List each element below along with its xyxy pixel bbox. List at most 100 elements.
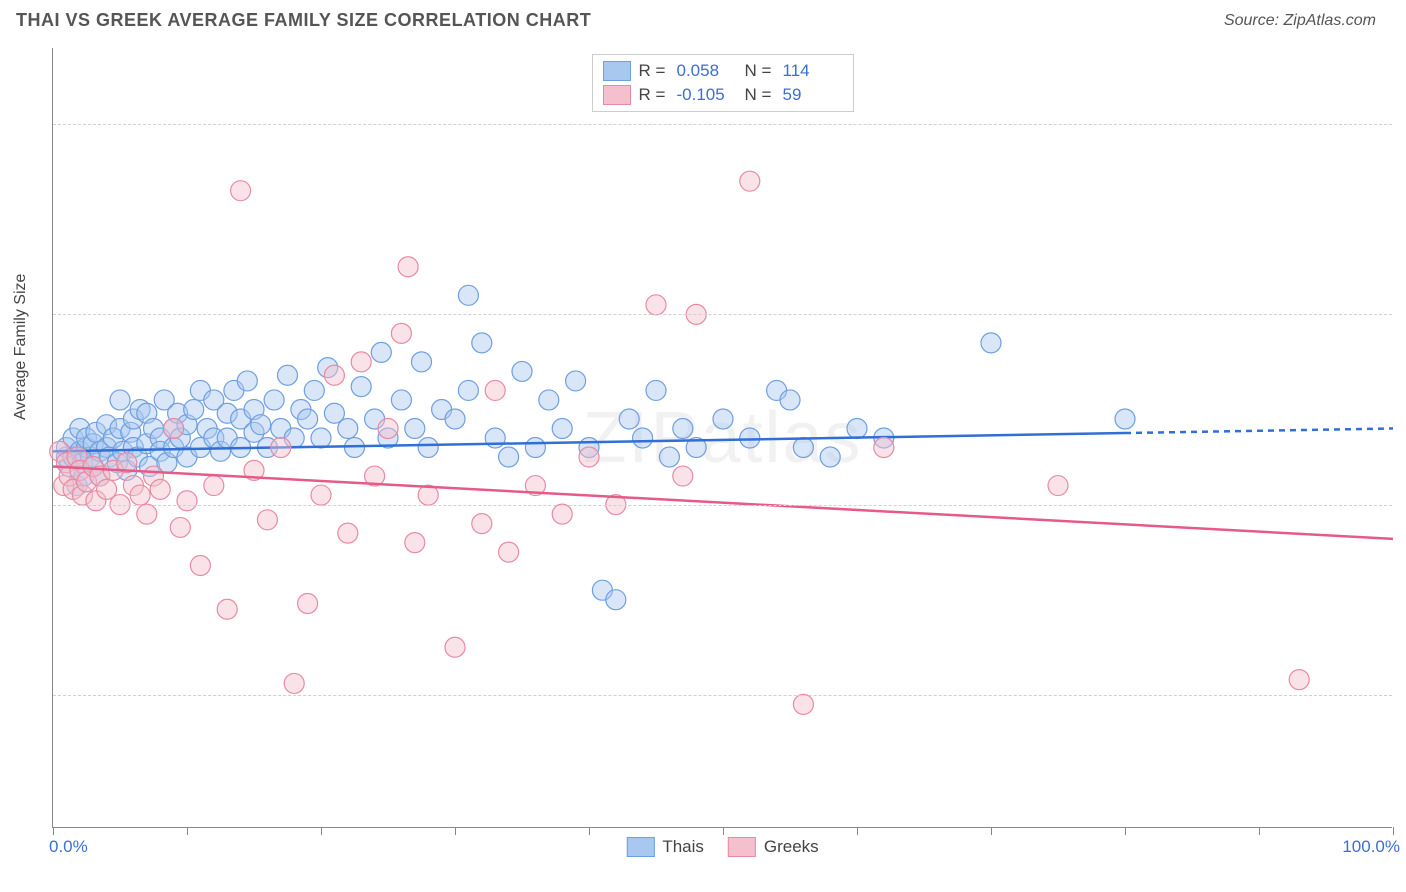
trend-line-dashed — [1125, 428, 1393, 433]
x-tick — [187, 827, 188, 835]
data-point — [304, 380, 324, 400]
data-point — [110, 390, 130, 410]
data-point — [499, 447, 519, 467]
data-point — [338, 418, 358, 438]
r-value: -0.105 — [677, 85, 737, 105]
chart-title: THAI VS GREEK AVERAGE FAMILY SIZE CORREL… — [16, 10, 591, 31]
data-point — [566, 371, 586, 391]
legend-swatch — [603, 85, 631, 105]
data-point — [981, 333, 1001, 353]
chart-plot-area: ZIPatlas R =0.058N =114R =-0.105N =59 Th… — [52, 48, 1392, 828]
data-point — [164, 418, 184, 438]
n-label: N = — [745, 85, 775, 105]
data-point — [1289, 670, 1309, 690]
data-point — [525, 438, 545, 458]
data-point — [298, 594, 318, 614]
x-tick — [455, 827, 456, 835]
data-point — [405, 418, 425, 438]
data-point — [391, 390, 411, 410]
data-point — [1048, 476, 1068, 496]
data-point — [499, 542, 519, 562]
gridline — [53, 314, 1392, 315]
n-label: N = — [745, 61, 775, 81]
x-tick — [991, 827, 992, 835]
data-point — [257, 510, 277, 530]
legend-item: Thais — [626, 837, 704, 857]
data-point — [539, 390, 559, 410]
legend-stats-row: R =-0.105N =59 — [603, 83, 843, 107]
legend-label: Greeks — [764, 837, 819, 857]
legend-stats-box: R =0.058N =114R =-0.105N =59 — [592, 54, 854, 112]
data-point — [298, 409, 318, 429]
data-point — [391, 323, 411, 343]
x-axis-min-label: 0.0% — [49, 837, 88, 857]
data-point — [217, 599, 237, 619]
data-point — [378, 418, 398, 438]
data-point — [646, 380, 666, 400]
x-tick — [589, 827, 590, 835]
data-point — [820, 447, 840, 467]
data-point — [1115, 409, 1135, 429]
data-point — [793, 438, 813, 458]
data-point — [633, 428, 653, 448]
data-point — [237, 371, 257, 391]
chart-source: Source: ZipAtlas.com — [1224, 12, 1376, 30]
data-point — [177, 491, 197, 511]
data-point — [552, 504, 572, 524]
data-point — [351, 377, 371, 397]
data-point — [278, 365, 298, 385]
data-point — [184, 399, 204, 419]
legend-swatch — [728, 837, 756, 857]
data-point — [371, 342, 391, 362]
data-point — [472, 514, 492, 534]
data-point — [579, 447, 599, 467]
data-point — [847, 418, 867, 438]
data-point — [485, 380, 505, 400]
data-point — [311, 485, 331, 505]
data-point — [740, 171, 760, 191]
data-point — [311, 428, 331, 448]
data-point — [874, 438, 894, 458]
x-tick — [857, 827, 858, 835]
data-point — [284, 673, 304, 693]
data-point — [445, 637, 465, 657]
data-point — [673, 418, 693, 438]
data-point — [659, 447, 679, 467]
data-point — [351, 352, 371, 372]
x-axis-max-label: 100.0% — [1342, 837, 1400, 857]
data-point — [418, 438, 438, 458]
data-point — [740, 428, 760, 448]
data-point — [324, 365, 344, 385]
legend-bottom: Thais Greeks — [626, 837, 818, 857]
data-point — [170, 517, 190, 537]
legend-swatch — [603, 61, 631, 81]
x-tick — [1393, 827, 1394, 835]
data-point — [458, 380, 478, 400]
legend-item: Greeks — [728, 837, 819, 857]
data-point — [445, 409, 465, 429]
x-tick — [1259, 827, 1260, 835]
data-point — [552, 418, 572, 438]
data-point — [606, 590, 626, 610]
legend-stats-row: R = 0.058 N = 114 — [603, 59, 843, 83]
n-value: 114 — [783, 61, 843, 81]
data-point — [137, 504, 157, 524]
x-tick — [1125, 827, 1126, 835]
trend-line — [53, 467, 1393, 539]
data-point — [673, 466, 693, 486]
data-point — [512, 361, 532, 381]
data-point — [204, 476, 224, 496]
gridline — [53, 124, 1392, 125]
scatter-svg — [53, 48, 1392, 827]
data-point — [398, 257, 418, 277]
chart-header: THAI VS GREEK AVERAGE FAMILY SIZE CORREL… — [0, 0, 1406, 35]
r-label: R = — [639, 61, 669, 81]
legend-label: Thais — [662, 837, 704, 857]
r-label: R = — [639, 85, 669, 105]
data-point — [472, 333, 492, 353]
data-point — [405, 533, 425, 553]
r-value: 0.058 — [677, 61, 737, 81]
data-point — [130, 485, 150, 505]
data-point — [150, 479, 170, 499]
data-point — [338, 523, 358, 543]
